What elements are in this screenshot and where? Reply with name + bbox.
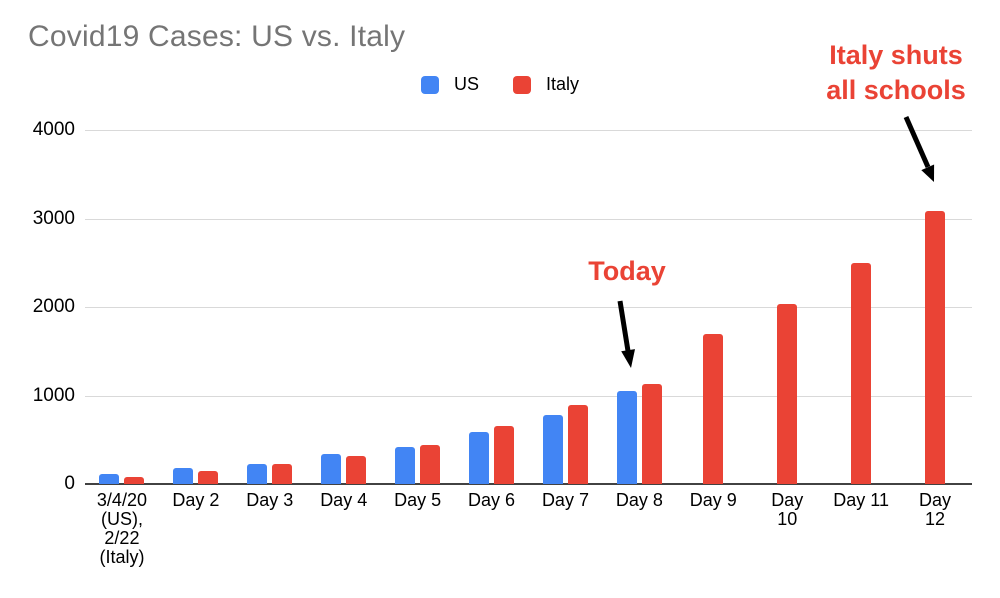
x-axis-label: Day 2 <box>172 490 220 510</box>
x-axis-label: Day 11 <box>833 490 889 510</box>
bar-us-5 <box>395 447 416 484</box>
plot-area <box>85 130 972 485</box>
legend-label-italy: Italy <box>546 74 580 94</box>
gridline <box>85 130 972 131</box>
bar-italy-2 <box>198 470 219 484</box>
bar-italy-3 <box>272 463 293 484</box>
legend-label-us: US <box>453 74 479 94</box>
bar-us-1 <box>99 473 120 484</box>
gridline <box>85 395 972 397</box>
bar-italy-9 <box>703 334 724 484</box>
x-axis-label: Day 3 <box>246 490 294 510</box>
y-tick-label: 4000 <box>32 119 75 140</box>
bar-italy-1 <box>124 477 145 484</box>
x-axis-label: Day 5 <box>394 490 442 510</box>
italy-series-swatch-icon <box>513 75 531 94</box>
chart-title: Covid19 Cases: US vs. Italy <box>28 20 406 53</box>
bar-us-7 <box>542 415 563 484</box>
bar-us-3 <box>247 464 268 484</box>
annotation-schools-line1: Italy shuts <box>829 40 963 70</box>
y-tick-label: 2000 <box>32 296 75 317</box>
bar-italy-5 <box>420 444 441 484</box>
bar-us-8 <box>616 390 637 484</box>
annotation-italy-shuts-schools: Italy shuts all schools <box>786 38 1000 108</box>
bar-italy-7 <box>567 405 588 484</box>
x-axis-label: Day 9 <box>689 490 737 510</box>
y-tick-label: 1000 <box>32 384 75 406</box>
annotation-today: Today <box>588 256 666 286</box>
y-tick-label: 0 <box>64 473 75 494</box>
x-axis-label: Day 12 <box>919 490 952 529</box>
x-axis-label: Day 10 <box>771 490 804 529</box>
bar-italy-4 <box>346 455 367 484</box>
bar-italy-11 <box>851 262 872 484</box>
bar-italy-12 <box>925 210 946 484</box>
x-axis-label: Day 8 <box>615 490 663 510</box>
us-series-swatch-icon <box>420 75 439 94</box>
bar-us-4 <box>321 453 342 484</box>
gridline <box>85 307 972 308</box>
x-axis-label: Day 4 <box>320 490 368 510</box>
legend-item-italy: Italy <box>513 74 579 95</box>
legend-item-us: US <box>420 74 479 95</box>
y-tick-label: 3000 <box>32 207 75 229</box>
bar-us-6 <box>469 432 490 484</box>
bar-italy-6 <box>494 426 515 484</box>
bar-italy-10 <box>777 303 798 484</box>
x-axis-label: Day 6 <box>468 490 516 510</box>
legend: US Italy <box>0 74 1000 95</box>
x-axis-label: Day 7 <box>541 490 589 510</box>
x-axis-label: 3/4/20 (US), 2/22 (Italy) <box>96 490 147 567</box>
annotation-schools-line2: all schools <box>826 75 966 105</box>
bar-italy-8 <box>641 384 662 484</box>
gridline <box>85 218 972 220</box>
x-axis-line <box>85 483 972 485</box>
bar-us-2 <box>173 468 194 484</box>
